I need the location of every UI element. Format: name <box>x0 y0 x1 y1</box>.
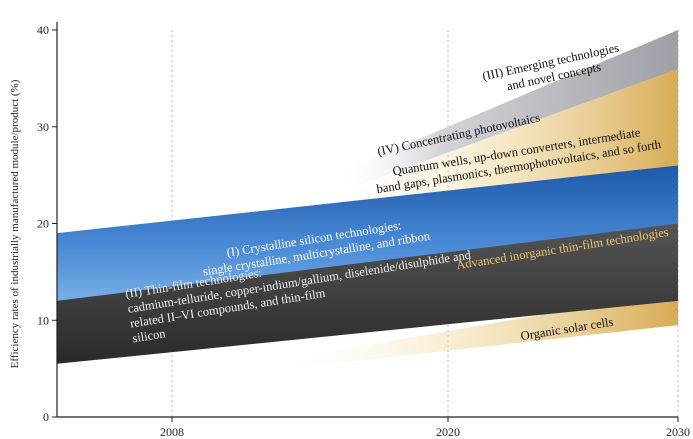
x-tick-2030: 2030 <box>666 425 690 439</box>
y-tick-40: 40 <box>37 23 49 37</box>
y-tick-30: 30 <box>37 120 49 134</box>
y-tick-labels: 0 10 20 30 40 <box>37 23 57 424</box>
y-axis-label: Efficiency rates of industrially manufac… <box>9 79 21 368</box>
band-thin-film <box>57 223 678 364</box>
y-tick-20: 20 <box>37 217 49 231</box>
band-cpv <box>333 30 678 195</box>
x-tick-2008: 2008 <box>160 425 184 439</box>
y-tick-0: 0 <box>43 410 49 424</box>
band-label-thin-film-3: silicon <box>131 326 167 345</box>
axes <box>56 22 678 418</box>
x-tick-labels: 2008 2020 2030 <box>160 417 690 439</box>
technology-bands <box>57 30 678 369</box>
x-tick-2020: 2020 <box>436 425 460 439</box>
y-tick-10: 10 <box>37 313 49 327</box>
